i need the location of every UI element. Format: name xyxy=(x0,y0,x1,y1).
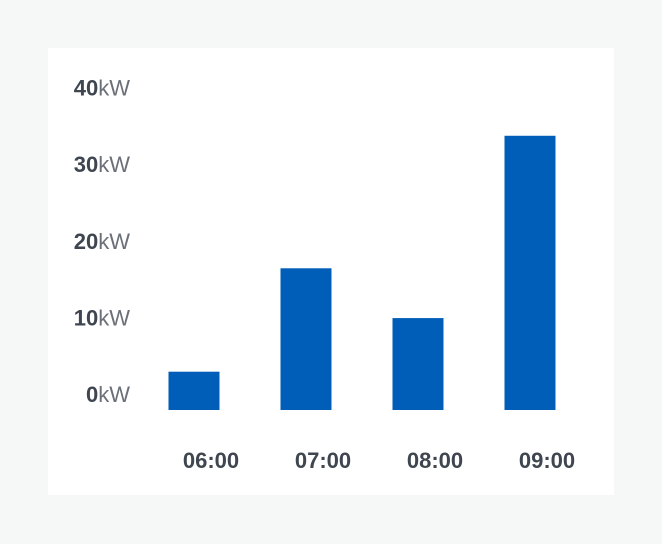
y-tick-label: 10kW xyxy=(74,305,130,330)
x-tick-label: 09:00 xyxy=(519,448,575,473)
y-axis: 0kW 10kW 20kW 30kW 40kW xyxy=(74,76,130,407)
x-tick-label: 07:00 xyxy=(295,448,351,473)
y-tick-label: 30kW xyxy=(74,152,130,177)
x-axis: 06:00 07:00 08:00 09:00 xyxy=(183,448,575,473)
bars xyxy=(168,135,556,410)
bar xyxy=(392,318,444,410)
x-tick-label: 08:00 xyxy=(407,448,463,473)
bar xyxy=(504,135,556,410)
y-tick-label: 20kW xyxy=(74,229,130,254)
bar xyxy=(280,268,332,410)
x-tick-label: 06:00 xyxy=(183,448,239,473)
y-tick-label: 40kW xyxy=(74,76,130,101)
bar xyxy=(168,371,220,410)
y-tick-label: 0kW xyxy=(86,382,130,407)
